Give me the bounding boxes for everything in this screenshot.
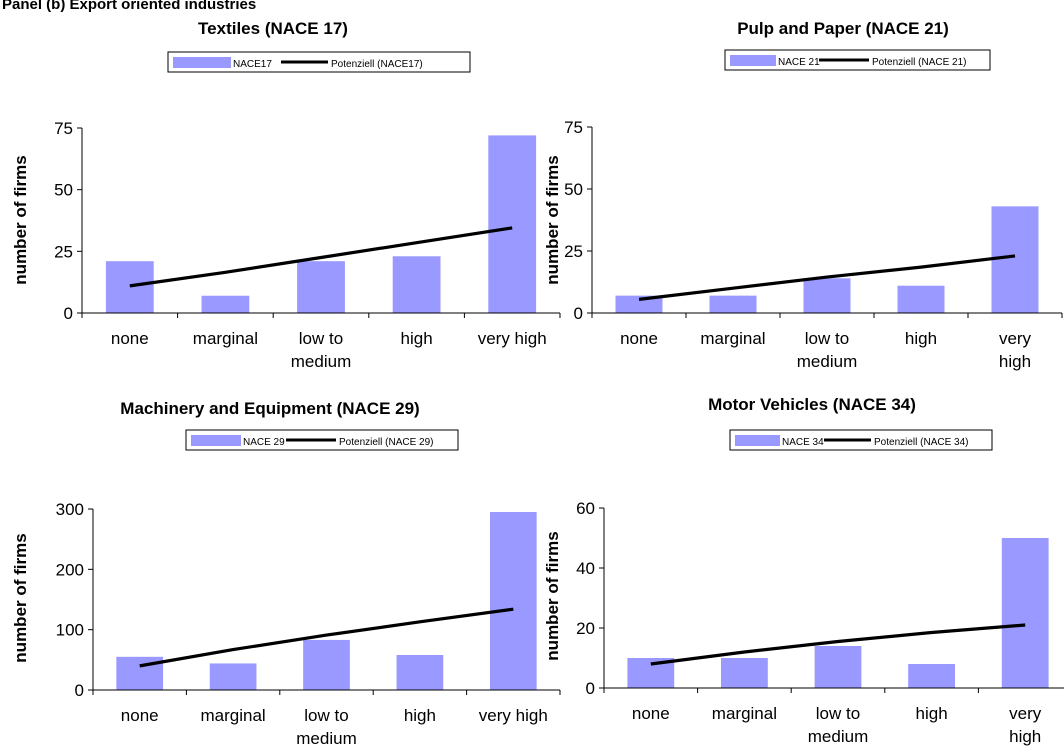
chart-title: Textiles (NACE 17): [198, 19, 348, 38]
x-tick-label: marginal: [712, 704, 777, 723]
trend-line: [129, 226, 513, 288]
y-tick-label: 0: [64, 304, 73, 323]
y-tick-label: 200: [56, 560, 84, 579]
y-tick-label: 40: [576, 559, 595, 578]
bar: [392, 256, 441, 313]
x-tick-label: very high: [999, 329, 1032, 371]
chart-textiles: Textiles (NACE 17) NACE17 Potenziell (NACE…: [0, 0, 561, 376]
bar: [721, 658, 768, 688]
bar: [908, 664, 955, 688]
y-tick-label: 75: [54, 119, 73, 138]
x-tick-label: high: [905, 329, 937, 348]
legend: NACE 29 Potenziell (NACE 29): [185, 429, 459, 451]
y-tick-label: 50: [564, 180, 583, 199]
bar: [615, 295, 663, 313]
legend: NACE17 Potenziell (NACE17): [167, 51, 471, 73]
legend-bar-swatch: [173, 57, 231, 68]
y-axis-label: number of firms: [543, 155, 562, 284]
chart-motor-vehicles: Motor Vehicles (NACE 34) NACE 34 Potenziel…: [532, 376, 1064, 754]
legend-bar-label: NACE 34: [782, 437, 824, 448]
legend-trend-label: Potenziell (NACE 34): [874, 437, 968, 448]
x-tick-label: very high: [479, 706, 548, 725]
x-tick-label: marginal: [700, 329, 765, 348]
y-tick-label: 25: [54, 242, 73, 261]
trend-line: [139, 607, 514, 668]
legend-bar-label: NACE 29: [243, 437, 285, 448]
bar: [297, 261, 345, 313]
legend-bar-label: NACE17: [233, 59, 272, 70]
x-tick-label: low to medium: [797, 329, 857, 371]
y-tick-label: 0: [75, 681, 84, 700]
bar: [488, 135, 537, 313]
bar: [489, 512, 537, 690]
legend-trend-label: Potenziell (NACE 21): [872, 57, 966, 68]
legend-trend-label: Potenziell (NACE17): [331, 59, 423, 70]
x-tick-label: none: [632, 704, 670, 723]
bar: [209, 663, 257, 690]
chart-title: Machinery and Equipment (NACE 29): [120, 399, 419, 418]
bar: [1001, 538, 1049, 688]
panel-heading: Panel (b) Export oriented industries: [2, 0, 257, 13]
y-tick-label: 20: [576, 619, 595, 638]
legend: NACE 21 Potenziell (NACE 21): [724, 49, 991, 71]
bar: [991, 206, 1039, 313]
legend-bar-swatch: [191, 435, 241, 446]
x-tick-label: none: [620, 329, 658, 348]
x-tick-label: low to medium: [808, 704, 868, 746]
x-tick-label: high: [401, 329, 433, 348]
chart-pulp-and-paper: Pulp and Paper (NACE 21) NACE 21 Potenziel…: [532, 0, 1064, 376]
legend-bar-swatch: [735, 435, 780, 446]
x-tick-label: high: [916, 704, 948, 723]
bar: [396, 655, 444, 690]
bar: [814, 646, 862, 688]
y-tick-label: 50: [54, 181, 73, 200]
trend-line: [650, 623, 1026, 666]
legend-trend-label: Potenziell (NACE 29): [339, 437, 433, 448]
bar: [201, 295, 250, 313]
y-axis-label: number of firms: [543, 531, 562, 660]
y-tick-label: 0: [586, 679, 595, 698]
bar: [897, 285, 945, 313]
y-axis-label: number of firms: [11, 155, 30, 284]
legend: NACE 34 Potenziell (NACE 34): [729, 429, 993, 451]
bar: [303, 639, 350, 690]
x-tick-label: marginal: [200, 706, 265, 725]
x-tick-label: very high: [1009, 704, 1042, 746]
legend-bar-label: NACE 21: [778, 57, 820, 68]
x-tick-label: very high: [478, 329, 547, 348]
chart-title: Motor Vehicles (NACE 34): [708, 395, 916, 414]
x-tick-label: low to medium: [296, 706, 356, 748]
x-tick-label: low to medium: [291, 329, 351, 371]
bar: [105, 261, 154, 313]
x-tick-label: marginal: [193, 329, 258, 348]
x-tick-label: none: [111, 329, 149, 348]
y-tick-label: 300: [56, 500, 84, 519]
bar: [803, 278, 851, 313]
y-tick-label: 0: [574, 304, 583, 323]
chart-title: Pulp and Paper (NACE 21): [737, 19, 949, 38]
y-tick-label: 75: [564, 118, 583, 137]
trend-line: [638, 254, 1016, 301]
y-tick-label: 100: [56, 621, 84, 640]
x-tick-label: none: [121, 706, 159, 725]
legend-bar-swatch: [730, 55, 776, 66]
y-tick-label: 25: [564, 242, 583, 261]
y-axis-label: number of firms: [11, 533, 30, 662]
bar: [709, 295, 757, 313]
x-tick-label: high: [404, 706, 436, 725]
y-tick-label: 60: [576, 499, 595, 518]
chart-machinery-and-equipment: Machinery and Equipment (NACE 29) NACE 29…: [0, 376, 561, 754]
